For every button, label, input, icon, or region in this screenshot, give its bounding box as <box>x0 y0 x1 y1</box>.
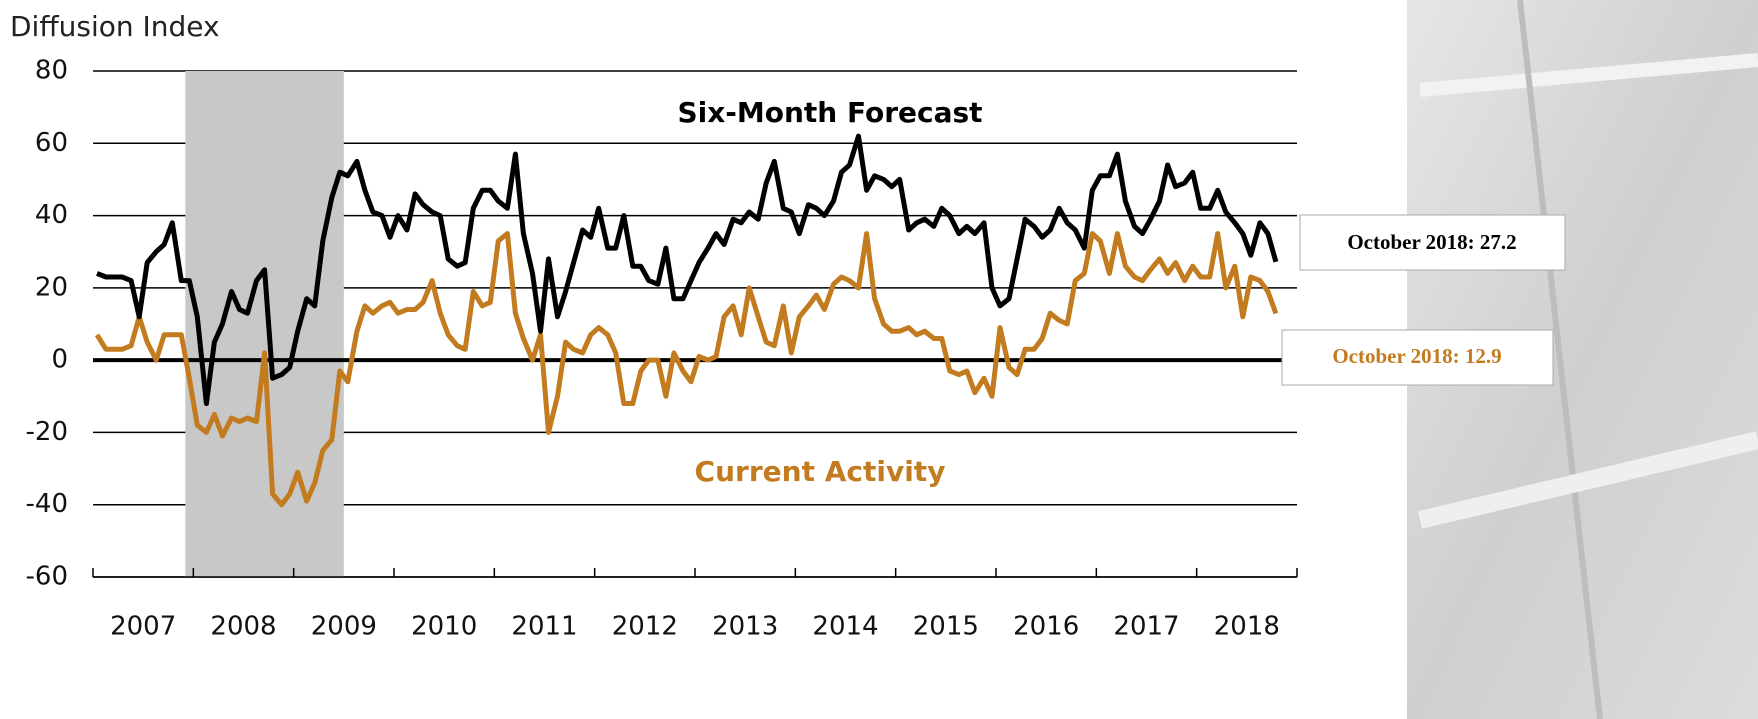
photo-detail <box>1417 431 1758 529</box>
x-tick-label: 2007 <box>110 612 176 642</box>
y-tick-label: -20 <box>26 417 68 447</box>
photo-detail <box>1517 0 1603 719</box>
series-label: Current Activity <box>695 455 946 488</box>
callout-box <box>1299 214 1566 271</box>
x-tick-label: 2009 <box>311 612 377 642</box>
plot-area: -60 -40 -20 0 20 40 60 80 2007 2008 2009 2010 2011 20… <box>26 56 1298 642</box>
callout: October 2018: 12.9 <box>1332 344 1501 368</box>
y-tick-label: 60 <box>35 128 68 158</box>
series-label: Six-Month Forecast <box>677 96 982 129</box>
x-tick-label: 2016 <box>1013 612 1079 642</box>
x-tick-label: 2013 <box>712 612 778 642</box>
x-tick-label: 2015 <box>913 612 979 642</box>
y-tick-label: -60 <box>26 562 68 592</box>
series-line <box>96 133 1279 406</box>
callout: October 2018: 27.2 <box>1347 230 1516 254</box>
x-tick-label: 2017 <box>1113 612 1179 642</box>
callout-box <box>1281 329 1554 386</box>
y-tick-label: -40 <box>26 489 68 519</box>
y-tick-label: 0 <box>51 345 68 375</box>
y-tick-label: 20 <box>35 272 68 302</box>
x-tick-label: 2014 <box>812 612 878 642</box>
y-axis-title: Diffusion Index <box>10 10 220 43</box>
series-line <box>94 231 1279 508</box>
y-tick-label: 80 <box>35 56 68 86</box>
x-tick-label: 2008 <box>210 612 276 642</box>
y-tick-label: 40 <box>35 200 68 230</box>
photo-detail <box>1419 53 1758 97</box>
x-tick-label: 2018 <box>1214 612 1280 642</box>
x-tick-label: 2011 <box>511 612 577 642</box>
x-tick-label: 2010 <box>411 612 477 642</box>
recession-shade <box>185 71 344 577</box>
x-tick-label: 2012 <box>612 612 678 642</box>
